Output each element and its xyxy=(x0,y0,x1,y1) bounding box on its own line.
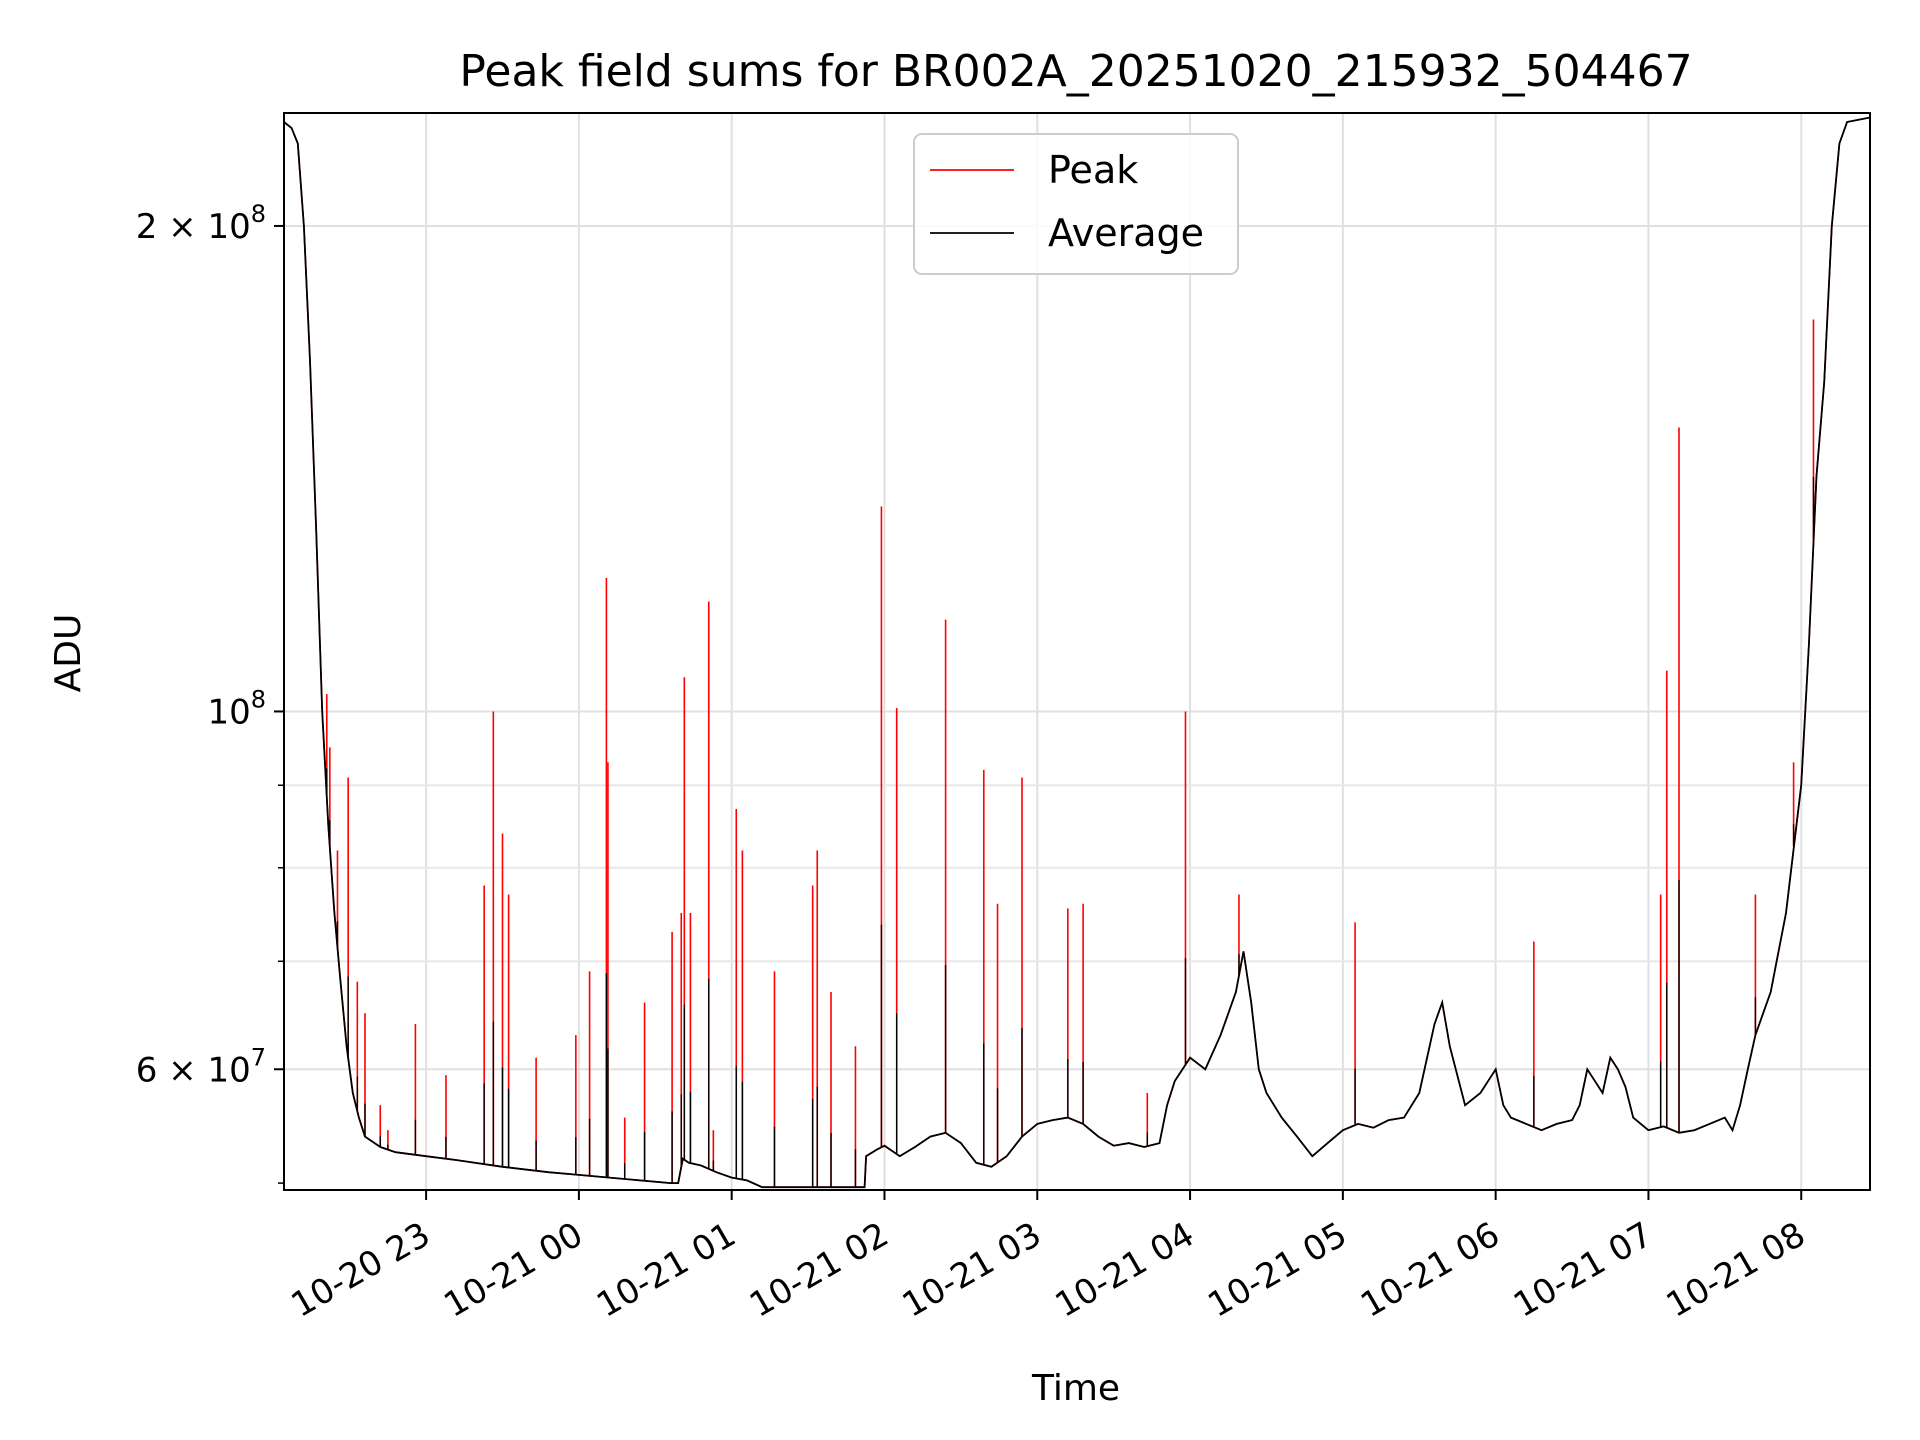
legend: Peak Average xyxy=(913,133,1239,275)
y-tick-label: 2 × 108 xyxy=(136,200,266,247)
y-tick-label: 6 × 107 xyxy=(136,1043,266,1090)
average-series xyxy=(283,116,1871,1189)
grid xyxy=(284,113,1870,1190)
y-axis: 6 × 107 108 2 × 108 xyxy=(136,200,284,1184)
plot-frame xyxy=(283,112,1871,1191)
y-tick-label: 108 xyxy=(207,685,266,732)
y-axis-label: ADU xyxy=(48,614,89,693)
x-axis-label: Time xyxy=(1031,1368,1120,1409)
chart-title: Peak field sums for BR002A_20251020_2159… xyxy=(459,46,1692,97)
legend-peak-label: Peak xyxy=(1048,148,1138,192)
legend-box xyxy=(913,133,1239,275)
average-line xyxy=(283,116,1871,1189)
legend-average-label: Average xyxy=(1048,211,1204,255)
